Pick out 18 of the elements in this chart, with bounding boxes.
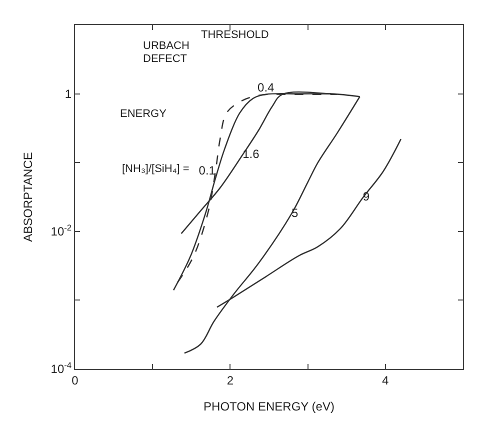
annotation: THRESHOLD <box>201 29 269 41</box>
x-tick-label: 0 <box>72 373 79 388</box>
series-label: 0.1 <box>198 164 216 178</box>
annotation: DEFECT <box>143 53 188 65</box>
x-tick-label: 2 <box>226 373 234 388</box>
y-tick-label: 10$^{-4}$ <box>50 360 72 376</box>
annotation: URBACH <box>143 40 190 52</box>
series-label: 9 <box>362 190 370 204</box>
series-label: 1.6 <box>242 146 260 161</box>
x-axis-title: PHOTON ENERGY (eV) <box>204 399 334 414</box>
y-tick-label: 1 <box>64 87 72 101</box>
series-label: 5 <box>292 206 298 220</box>
series-label: 0.4 <box>258 80 275 94</box>
x-tick-label: 4 <box>382 373 390 388</box>
annotation: [NH₃]/[SiH₄] = <box>122 163 190 175</box>
y-axis-title: ABSORPTANCE <box>21 152 36 242</box>
annotation: ENERGY <box>120 108 168 120</box>
y-tick-label: 10$^{-2}$ <box>50 222 72 239</box>
